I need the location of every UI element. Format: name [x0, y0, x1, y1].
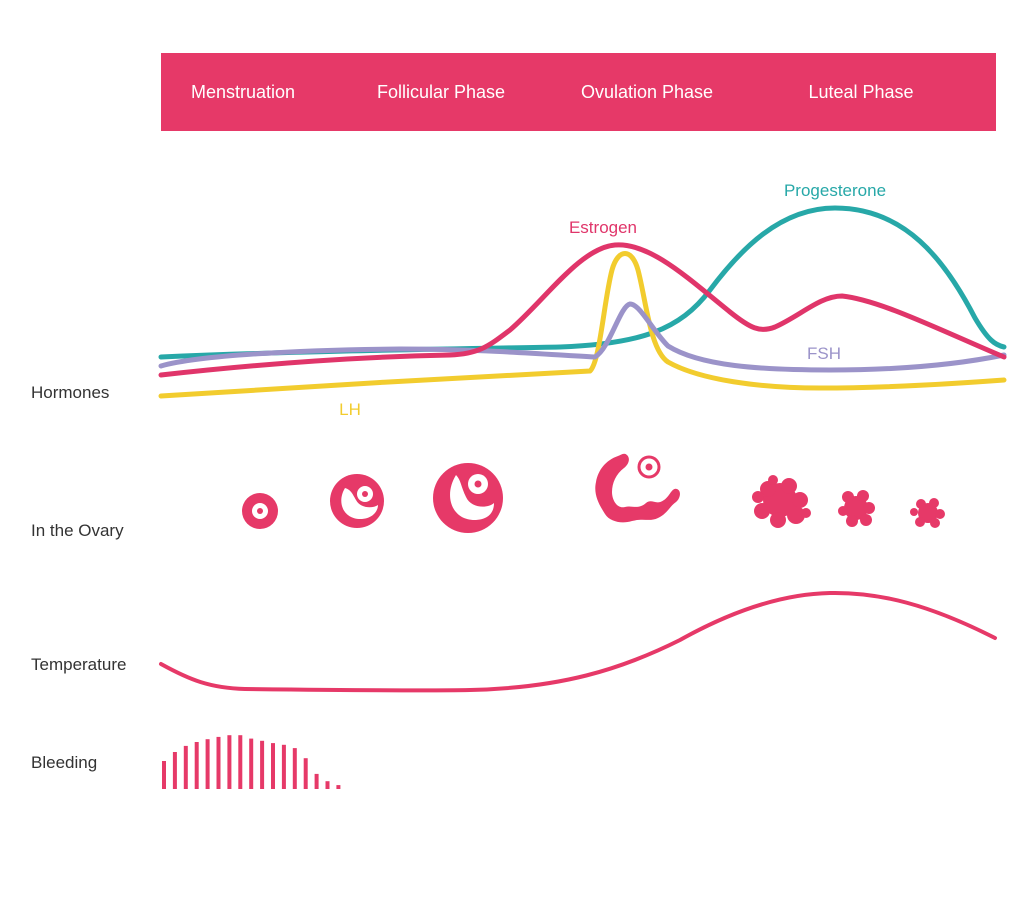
lh-label: LH [339, 400, 361, 419]
bleeding-bar [172, 752, 177, 789]
lh-curve [158, 251, 1007, 399]
bleeding-bar [162, 761, 166, 789]
bleeding-bar [325, 781, 330, 789]
bleeding-bar [183, 745, 188, 789]
corpus-luteum-icon [752, 475, 811, 528]
phase-follicular: Follicular Phase [376, 82, 506, 102]
row-label-temperature: Temperature [31, 655, 127, 674]
temperature-curve [159, 590, 997, 693]
phase-luteal: Luteal Phase [808, 82, 914, 102]
estrogen-label: Estrogen [569, 218, 637, 237]
bleeding-bar [314, 773, 319, 789]
ovary-stages [242, 453, 945, 533]
bleeding-bar [227, 735, 232, 789]
row-label-ovary: In the Ovary [31, 521, 124, 540]
progesterone-label: Progesterone [784, 181, 886, 200]
phase-bar: Menstruation Follicular Phase Ovulation … [161, 53, 996, 131]
bleeding-bars [162, 735, 341, 789]
corpus-albicans-icon [910, 498, 945, 528]
bleeding-bar [303, 758, 308, 789]
bleeding-bar [249, 738, 254, 789]
fsh-curve [158, 301, 1007, 373]
phase-menstruation: Menstruation [190, 82, 296, 102]
hormone-curves [158, 205, 1007, 399]
estrogen-curve [158, 242, 1007, 378]
bleeding-bar [238, 735, 243, 789]
bleeding-bar [292, 748, 297, 789]
row-label-hormones: Hormones [31, 383, 110, 402]
bleeding-bar [271, 743, 275, 789]
bleeding-bar [205, 739, 210, 789]
bleeding-bar [194, 742, 199, 789]
ovulation-follicle-icon [595, 453, 680, 523]
follicle-mature-icon [433, 463, 503, 533]
corpus-luteum-regressing-icon [838, 490, 875, 527]
fsh-label: FSH [807, 344, 841, 363]
follicle-primary-icon [242, 493, 278, 529]
follicle-secondary-icon [330, 474, 384, 528]
bleeding-bar [260, 740, 265, 789]
bleeding-bar [281, 744, 286, 789]
phase-ovulation: Ovulation Phase [580, 82, 714, 102]
bleeding-bar [336, 785, 341, 789]
row-label-bleeding: Bleeding [31, 753, 98, 772]
bleeding-bar [216, 736, 221, 789]
